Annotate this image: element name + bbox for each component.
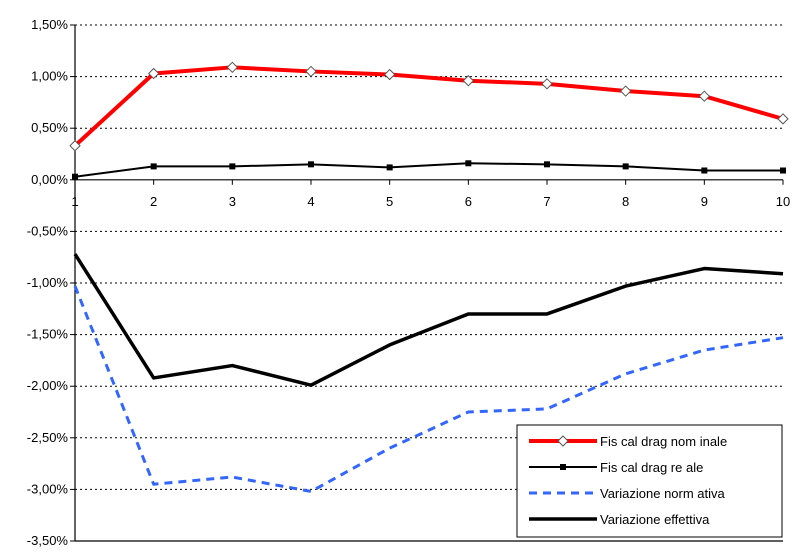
data-point [383, 68, 396, 81]
data-point [780, 167, 786, 174]
data-point [386, 164, 393, 171]
y-tick-label: -1,50% [27, 327, 69, 342]
x-tick-label: 6 [465, 194, 472, 209]
data-point [150, 163, 157, 170]
data-point [541, 78, 553, 90]
series-line-1 [73, 65, 784, 148]
data-point [465, 160, 472, 167]
data-point [226, 61, 239, 74]
y-tick-label: -3,50% [27, 533, 69, 548]
y-tick-label: -3,00% [27, 481, 69, 496]
legend-label: Variazione norm ativa [600, 486, 726, 501]
y-tick-label: 0,50% [31, 120, 68, 135]
x-tick-label: 2 [150, 194, 157, 209]
data-point [305, 65, 317, 78]
data-point [698, 90, 711, 102]
data-point [72, 173, 78, 180]
x-tick-label: 5 [386, 194, 393, 209]
series-line-2 [74, 162, 783, 178]
data-point [544, 161, 550, 168]
data-point [622, 163, 629, 170]
x-tick-label: 9 [701, 194, 708, 209]
data-point [69, 140, 81, 152]
y-tick-label: -0,50% [27, 223, 69, 238]
data-point [147, 67, 160, 80]
legend-marker [557, 435, 569, 447]
series-group [69, 61, 789, 493]
data-point [229, 163, 236, 170]
y-tick-label: 1,50% [31, 17, 68, 32]
y-axis-ticks: 1,50% 1,00% 0,50% 0,00% -0,50% -1,00% -1,50% -2… [27, 17, 75, 548]
x-tick-label: 3 [229, 194, 236, 209]
x-tick-label: 10 [776, 194, 790, 209]
y-tick-label: -2,50% [27, 430, 69, 445]
legend-label: Variazione effettiva [600, 512, 710, 527]
x-axis-ticks: 1 2 3 4 5 6 7 8 9 10 [71, 179, 790, 209]
series-line-4 [73, 253, 784, 387]
legend-marker [560, 464, 566, 470]
data-point [308, 161, 314, 168]
legend-label: Fis cal drag nom inale [600, 434, 727, 449]
y-tick-label: 0,00% [31, 172, 68, 187]
data-point [777, 113, 789, 125]
data-point [462, 75, 475, 87]
x-tick-label: 4 [307, 194, 314, 209]
y-tick-label: -1,00% [27, 275, 69, 290]
y-tick-label: 1,00% [31, 69, 68, 84]
legend: Fis cal drag nom inale Fis cal drag re al… [516, 424, 783, 538]
legend-label: Fis cal drag re ale [600, 460, 703, 475]
x-tick-label: 8 [622, 194, 629, 209]
x-tick-label: 1 [71, 194, 78, 209]
data-point [701, 167, 708, 174]
data-point [619, 85, 632, 97]
x-tick-label: 7 [543, 194, 550, 209]
series-line-3 [73, 285, 784, 493]
y-tick-label: -2,00% [27, 378, 69, 393]
